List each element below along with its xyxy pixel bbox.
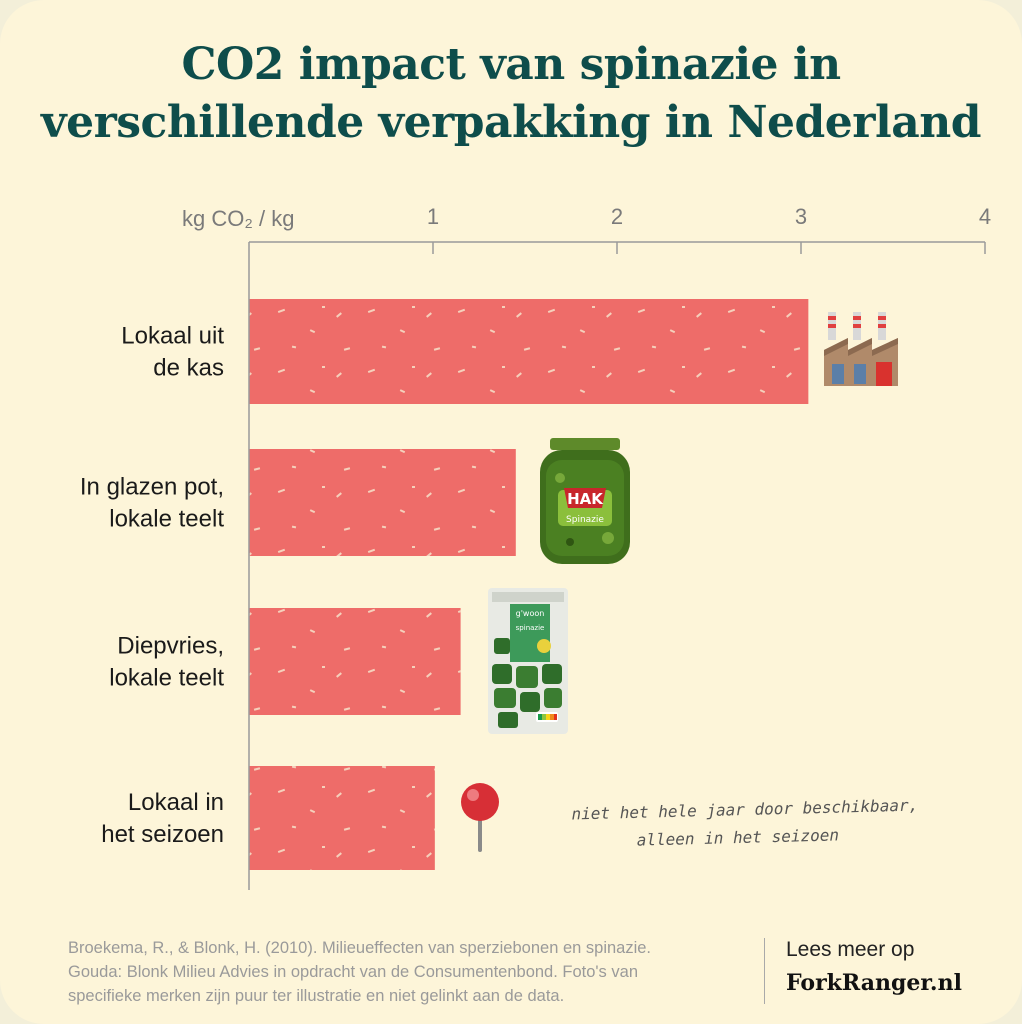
title-line-2: verschillende verpakking in Nederland bbox=[41, 97, 981, 148]
bar-texture-3 bbox=[249, 608, 461, 715]
source-line-3: specifieke merken zijn puur ter illustra… bbox=[68, 987, 565, 1005]
axis-unit-label: kg CO₂ / kg bbox=[182, 206, 294, 231]
glass-jar-icon: HAK Spinazie bbox=[540, 438, 630, 564]
x-axis-ticks: 1 2 3 4 bbox=[427, 204, 991, 254]
map-pin-icon bbox=[461, 783, 499, 852]
source-line-2: Gouda: Blonk Milieu Advies in opdracht v… bbox=[68, 963, 638, 981]
chart-title: CO2 impact van spinazie in verschillende… bbox=[0, 36, 1022, 152]
source-line-1: Broekema, R., & Blonk, H. (2010). Milieu… bbox=[68, 939, 652, 957]
category-label-3-line-1: Diepvries, bbox=[117, 633, 224, 660]
category-labels: Lokaal uit de kas In glazen pot, lokale tee… bbox=[80, 323, 224, 849]
bar-texture-4 bbox=[249, 766, 435, 870]
jar-brand-label: HAK bbox=[567, 490, 604, 508]
x-tick-label-4: 4 bbox=[979, 204, 991, 229]
bar-texture-2 bbox=[249, 449, 516, 556]
category-label-1-line-2: de kas bbox=[153, 355, 224, 382]
category-label-4-line-2: het seizoen bbox=[101, 821, 224, 848]
frozen-bag-icon: g'woon spinazie bbox=[488, 588, 568, 734]
category-label-1-line-1: Lokaal uit bbox=[121, 323, 224, 350]
bars bbox=[249, 299, 809, 870]
category-label-3-line-2: lokale teelt bbox=[109, 665, 224, 692]
category-label-2-line-1: In glazen pot, bbox=[80, 474, 224, 501]
source-citation: Broekema, R., & Blonk, H. (2010). Milieu… bbox=[68, 936, 728, 1008]
jar-product-label: Spinazie bbox=[566, 515, 604, 525]
bag-product-label: spinazie bbox=[516, 624, 545, 632]
category-label-2-line-2: lokale teelt bbox=[109, 506, 224, 533]
bar-texture-1 bbox=[249, 299, 809, 404]
annotation-line-1: niet het hele jaar door beschikbaar, bbox=[571, 795, 918, 823]
category-label-4-line-1: Lokaal in bbox=[128, 789, 224, 816]
annotation-line-2: alleen in het seizoen bbox=[636, 825, 839, 849]
bag-brand-label: g'woon bbox=[516, 609, 545, 618]
read-more-label: Lees meer op bbox=[786, 938, 915, 961]
factory-icon bbox=[824, 312, 898, 386]
x-tick-label-1: 1 bbox=[427, 204, 439, 229]
x-tick-label-3: 3 bbox=[795, 204, 807, 229]
brand-link[interactable]: ForkRanger.nl bbox=[786, 970, 962, 996]
bar-chart: kg CO₂ / kg 1 2 3 4 Lokaal uit de kas In glaz… bbox=[80, 204, 991, 890]
x-tick-label-2: 2 bbox=[611, 204, 623, 229]
footer-divider bbox=[764, 938, 765, 1004]
title-line-1: CO2 impact van spinazie in bbox=[181, 39, 841, 90]
